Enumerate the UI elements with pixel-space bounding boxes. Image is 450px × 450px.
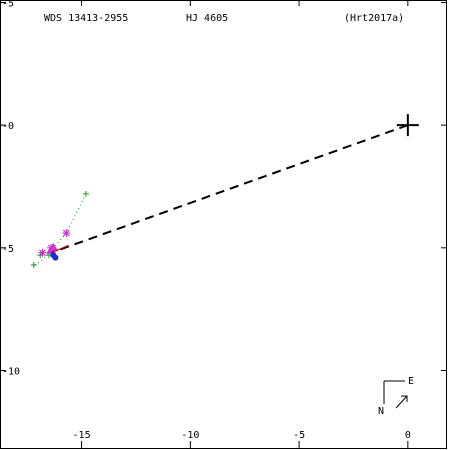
residual-line [50,244,69,254]
observation-marks [30,190,89,268]
x-tick-label: -10 [181,430,199,441]
observation-trail [33,193,87,266]
discoverer-label: HJ 4605 [186,13,228,24]
y-tick-label: -5 [2,0,14,9]
orbit-dash-line [50,124,409,254]
compass: E N [378,376,414,417]
plus-marker [82,190,89,197]
trail-layer [33,193,87,266]
x-tick-label: -15 [73,430,91,441]
star-marker [38,248,47,257]
x-tick-label: -5 [293,430,305,441]
compass-arrow-head [401,395,408,402]
y-tick-label: -10 [2,366,20,377]
triangle-marker [48,242,59,252]
compass-motion-arrow [395,395,408,409]
star-marker-d2 [39,249,46,257]
plus-marker [30,261,37,268]
primary-star-cross [396,114,419,137]
star-marker-d2 [62,229,70,237]
y-tick-label: -5 [2,244,14,255]
star-marker [62,229,71,238]
compass-east-label: E [408,376,414,387]
x-tick-label: 0 [405,430,411,441]
y-axis-ticks: -5 -0 -5 -10 [0,0,447,377]
wds-id-label: WDS 13413-2955 [44,13,128,24]
dot-marker [52,254,59,261]
x-axis-ticks: -15 -10 -5 0 [73,0,411,449]
y-tick-label: -0 [2,121,14,132]
reference-label: (Hrt2017a) [344,13,404,24]
compass-north-label: N [378,406,384,417]
